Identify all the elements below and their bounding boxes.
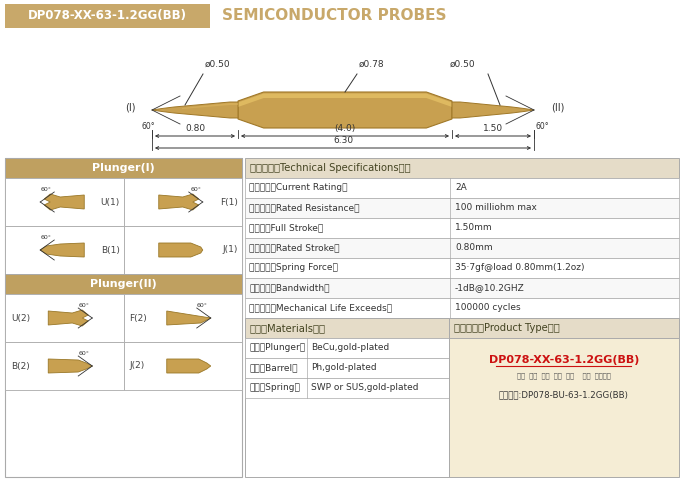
- Text: J(2): J(2): [129, 362, 145, 371]
- Text: 60°: 60°: [197, 303, 208, 308]
- Text: 60°: 60°: [536, 122, 550, 131]
- Text: (II): (II): [551, 103, 564, 113]
- Text: ø0.78: ø0.78: [359, 60, 384, 69]
- Text: U(2): U(2): [11, 313, 30, 322]
- Bar: [245, 318, 449, 477]
- Polygon shape: [167, 359, 211, 373]
- Bar: [245, 318, 449, 338]
- Bar: [245, 338, 449, 358]
- Bar: [5, 4, 210, 28]
- Text: ø0.50: ø0.50: [450, 60, 475, 69]
- Text: 额定行程（Rated Stroke）: 额定行程（Rated Stroke）: [249, 243, 339, 253]
- Text: Plunger(II): Plunger(II): [90, 279, 157, 289]
- Text: 60°: 60°: [78, 351, 89, 356]
- Text: 100000 cycles: 100000 cycles: [455, 304, 521, 312]
- Text: Ph,gold-plated: Ph,gold-plated: [311, 363, 377, 373]
- Bar: [5, 158, 242, 178]
- Text: 0.80mm: 0.80mm: [455, 243, 492, 253]
- Bar: [245, 158, 679, 178]
- Bar: [124, 226, 242, 274]
- Bar: [245, 298, 679, 318]
- Bar: [449, 318, 679, 477]
- Text: SEMICONDUCTOR PROBES: SEMICONDUCTOR PROBES: [222, 9, 447, 24]
- Bar: [124, 342, 242, 390]
- Polygon shape: [49, 359, 92, 373]
- Bar: [5, 294, 124, 342]
- Polygon shape: [159, 243, 202, 257]
- Bar: [124, 178, 242, 226]
- Polygon shape: [238, 92, 452, 128]
- Bar: [5, 342, 124, 390]
- Text: 60°: 60°: [142, 122, 156, 131]
- Bar: [5, 274, 242, 294]
- Bar: [449, 318, 679, 338]
- Text: U(1): U(1): [101, 198, 120, 206]
- Polygon shape: [238, 94, 452, 107]
- Bar: [245, 198, 679, 218]
- Polygon shape: [44, 194, 84, 210]
- Text: 0.80: 0.80: [185, 124, 205, 133]
- Polygon shape: [182, 103, 238, 109]
- Polygon shape: [40, 243, 84, 257]
- Polygon shape: [452, 102, 534, 118]
- Text: 订购举例:DP078-BU-63-1.2GG(BB): 订购举例:DP078-BU-63-1.2GG(BB): [499, 390, 629, 400]
- Text: 1.50mm: 1.50mm: [455, 224, 492, 232]
- Text: Plunger(I): Plunger(I): [92, 163, 155, 173]
- Text: -1dB@10.2GHZ: -1dB@10.2GHZ: [455, 283, 525, 293]
- Text: 材质（Materials）：: 材质（Materials）：: [250, 323, 326, 333]
- Polygon shape: [49, 310, 88, 326]
- Text: 6.30: 6.30: [333, 136, 353, 145]
- Bar: [124, 294, 242, 342]
- Text: 测试寿命（Mechanical Life Exceeds）: 测试寿命（Mechanical Life Exceeds）: [249, 304, 392, 312]
- Text: 2A: 2A: [455, 184, 466, 192]
- Bar: [5, 158, 242, 477]
- Text: 60°: 60°: [78, 303, 89, 308]
- Text: 频率带宽（Bandwidth）: 频率带宽（Bandwidth）: [249, 283, 330, 293]
- Text: 100 milliohm max: 100 milliohm max: [455, 203, 537, 213]
- Text: 额定电流（Current Rating）: 额定电流（Current Rating）: [249, 184, 347, 192]
- Text: 60°: 60°: [191, 187, 202, 192]
- Text: 60°: 60°: [40, 235, 51, 240]
- Polygon shape: [159, 194, 199, 210]
- Text: 35·7gf@load 0.80mm(1.2oz): 35·7gf@load 0.80mm(1.2oz): [455, 264, 585, 272]
- Text: J(1): J(1): [222, 245, 238, 254]
- Bar: [245, 278, 679, 298]
- Text: (I): (I): [125, 103, 136, 113]
- Bar: [5, 178, 124, 226]
- Bar: [245, 178, 679, 198]
- Text: F(2): F(2): [129, 313, 147, 322]
- Text: 额定弹力（Spring Force）: 额定弹力（Spring Force）: [249, 264, 338, 272]
- Text: B(1): B(1): [101, 245, 120, 254]
- Text: SWP or SUS,gold-plated: SWP or SUS,gold-plated: [311, 384, 419, 392]
- Bar: [245, 258, 679, 278]
- Text: 针管（Barrel）: 针管（Barrel）: [249, 363, 298, 373]
- Text: DP078-XX-63-1.2GG(BB): DP078-XX-63-1.2GG(BB): [27, 10, 187, 23]
- Text: DP078-XX-63-1.2GG(BB): DP078-XX-63-1.2GG(BB): [489, 355, 639, 365]
- Text: F(1): F(1): [220, 198, 238, 206]
- Text: BeCu,gold-plated: BeCu,gold-plated: [311, 344, 389, 352]
- Polygon shape: [167, 311, 211, 325]
- Text: ø0.50: ø0.50: [205, 60, 231, 69]
- Text: 60°: 60°: [40, 187, 51, 192]
- Text: B(2): B(2): [11, 362, 29, 371]
- Text: 成品型号（Product Type）：: 成品型号（Product Type）：: [454, 323, 560, 333]
- Bar: [245, 218, 679, 238]
- Text: 针头（Plunger）: 针头（Plunger）: [249, 344, 305, 352]
- Bar: [5, 226, 124, 274]
- Polygon shape: [152, 102, 238, 118]
- Text: 额定电阻（Rated Resistance）: 额定电阻（Rated Resistance）: [249, 203, 360, 213]
- Text: 弹簧（Spring）: 弹簧（Spring）: [249, 384, 300, 392]
- Text: 满行程（Full Stroke）: 满行程（Full Stroke）: [249, 224, 324, 232]
- Text: (4.0): (4.0): [334, 124, 356, 133]
- Text: 技术要求（Technical Specifications）：: 技术要求（Technical Specifications）：: [250, 163, 410, 173]
- Text: 系列  规格  头型  总长  弹力    镀金  针头材质: 系列 规格 头型 总长 弹力 镀金 针头材质: [517, 373, 611, 379]
- Bar: [245, 378, 449, 398]
- Bar: [245, 358, 449, 378]
- Bar: [245, 238, 679, 258]
- Text: 1.50: 1.50: [483, 124, 503, 133]
